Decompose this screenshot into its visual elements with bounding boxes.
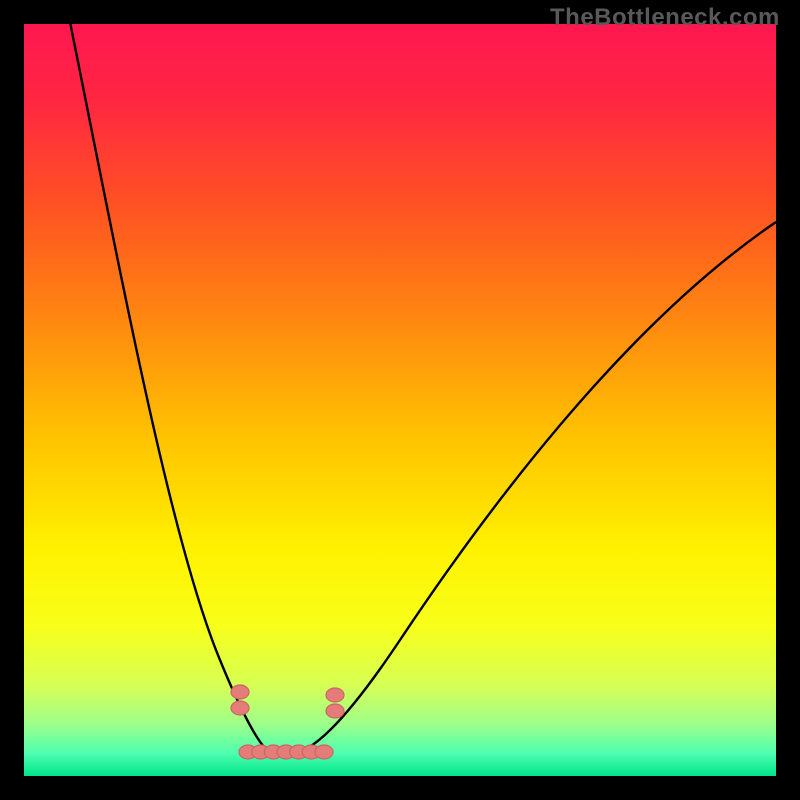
watermark-text: TheBottleneck.com	[550, 4, 780, 32]
curve-marker	[231, 701, 249, 715]
curve-marker	[231, 685, 249, 699]
gradient-background	[24, 24, 776, 776]
bottleneck-chart	[0, 0, 800, 800]
curve-marker	[315, 745, 333, 759]
chart-frame	[0, 0, 800, 800]
curve-marker	[326, 704, 344, 718]
curve-marker	[326, 688, 344, 702]
